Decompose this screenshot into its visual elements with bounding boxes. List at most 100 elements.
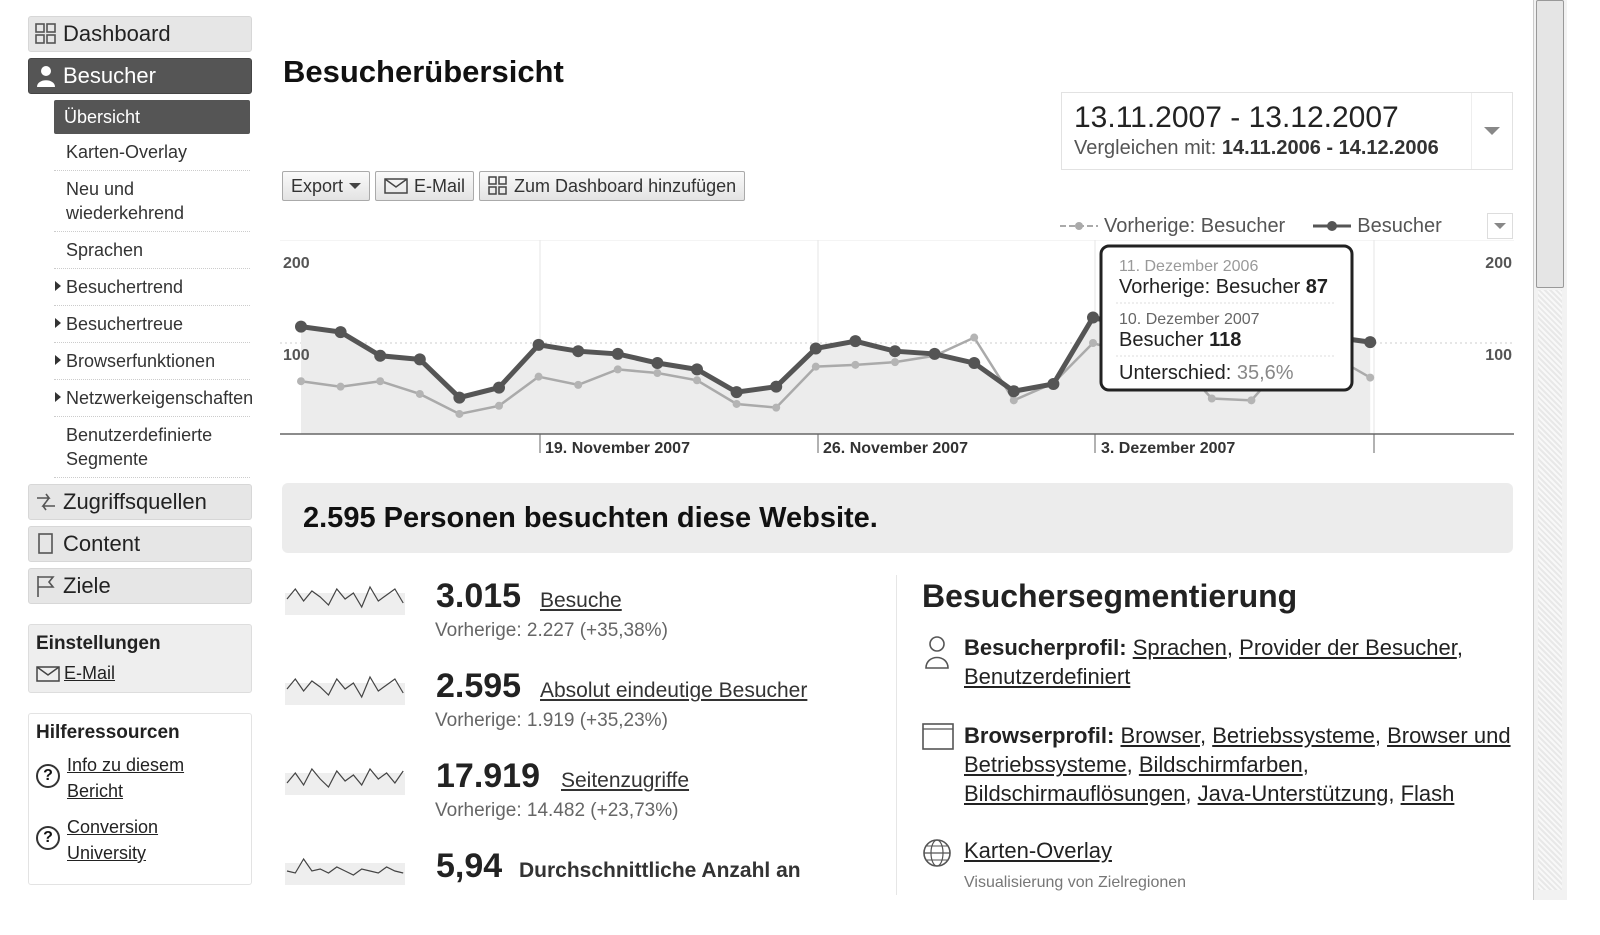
previous-data-point[interactable] (693, 376, 701, 385)
previous-data-point[interactable] (297, 377, 305, 386)
tooltip-diff-line: Unterschied: 35,6% (1119, 362, 1294, 384)
legend-dropdown-button[interactable] (1487, 213, 1513, 239)
current-data-point[interactable] (809, 342, 822, 355)
add-to-dashboard-button[interactable]: Zum Dashboard hinzufügen (479, 171, 746, 201)
help-item-conversion-university[interactable]: ? Conversion University (36, 814, 244, 866)
previous-data-point[interactable] (891, 358, 899, 367)
previous-data-point[interactable] (772, 403, 781, 412)
previous-data-point[interactable] (613, 365, 622, 374)
current-data-point[interactable] (493, 381, 505, 394)
previous-data-point[interactable] (732, 399, 741, 408)
tooltip-current-value: 118 (1209, 329, 1241, 351)
date-range-value: 13.11.2007 - 13.12.2007 (1074, 101, 1399, 134)
envelope-icon (36, 665, 60, 682)
current-data-point[interactable] (770, 380, 783, 393)
summary-banner: 2.595 Personen besuchten diese Website. (282, 483, 1513, 553)
current-data-point[interactable] (572, 345, 585, 358)
legend-current[interactable]: Besucher (1313, 215, 1442, 238)
link-karten-overlay[interactable]: Karten-Overlay (964, 838, 1112, 863)
link-betriebssysteme[interactable]: Betriebssysteme (1212, 723, 1375, 748)
current-data-point[interactable] (849, 335, 862, 348)
metric-link-pages-per-visit[interactable]: Durchschnittliche Anzahl an (519, 859, 801, 882)
help-item-info[interactable]: ? Info zu diesem Bericht (36, 752, 244, 804)
sub-item-besuchertreue[interactable]: Besuchertreue (54, 306, 250, 343)
nav-zugriffsquellen[interactable]: Zugriffsquellen (28, 484, 252, 520)
link-bildschirmfarben[interactable]: Bildschirmfarben (1138, 752, 1303, 777)
settings-email-link[interactable]: E-Mail (36, 663, 244, 684)
current-data-point[interactable] (295, 320, 307, 333)
current-data-point[interactable] (374, 349, 387, 362)
current-data-point[interactable] (691, 363, 703, 376)
legend-previous[interactable]: Vorherige: Besucher (1060, 215, 1285, 238)
sub-item-sprachen[interactable]: Sprachen (54, 232, 250, 269)
previous-data-point[interactable] (851, 360, 860, 369)
visitor-profile-label: Besucherprofil: (964, 635, 1127, 660)
metric-link-pageviews[interactable]: Seitenzugriffe (561, 769, 690, 792)
current-data-point[interactable] (1047, 377, 1060, 390)
current-data-point[interactable] (453, 391, 466, 404)
current-data-point[interactable] (532, 338, 545, 351)
expand-triangle-icon (55, 281, 61, 291)
current-data-point[interactable] (651, 357, 664, 370)
previous-data-point[interactable] (415, 389, 424, 398)
sub-item-neu-und-wiederkehrend[interactable]: Neu und wiederkehrend (54, 171, 250, 232)
previous-data-point[interactable] (1247, 396, 1256, 405)
metric-link-besuche[interactable]: Besuche (540, 589, 622, 612)
link-java[interactable]: Java-Unterstützung (1197, 781, 1389, 806)
email-button[interactable]: E-Mail (375, 171, 475, 201)
previous-data-point[interactable] (653, 369, 662, 378)
link-provider[interactable]: Provider der Besucher (1239, 635, 1457, 660)
metric-link-unique-visitors[interactable]: Absolut eindeutige Besucher (540, 679, 808, 702)
previous-data-point[interactable] (455, 409, 464, 418)
current-data-point[interactable] (889, 345, 901, 358)
previous-data-point[interactable] (811, 362, 820, 371)
settings-title: Einstellungen (36, 633, 161, 654)
current-data-point[interactable] (1364, 336, 1377, 349)
sub-item-besuchertrend[interactable]: Besuchertrend (54, 269, 250, 306)
previous-data-point[interactable] (574, 380, 583, 389)
previous-data-point[interactable] (336, 382, 345, 391)
current-data-point[interactable] (1007, 385, 1020, 398)
current-data-point[interactable] (730, 386, 743, 399)
settings-box: Einstellungen E-Mail (28, 624, 252, 693)
current-data-point[interactable] (928, 347, 941, 360)
scrollbar[interactable] (1533, 0, 1567, 900)
link-benutzerdefiniert[interactable]: Benutzerdefiniert (964, 664, 1131, 689)
link-bildschirmaufloesungen[interactable]: Bildschirmauflösungen (964, 781, 1186, 806)
previous-data-point[interactable] (1366, 373, 1375, 382)
sub-item-benutzerdefinierte-segmente[interactable]: Benutzerdefinierte Segmente (54, 417, 250, 478)
nav-besucher[interactable]: Besucher (28, 58, 252, 94)
link-browser-und-betriebssysteme[interactable]: Browser und Betriebssysteme (964, 723, 1511, 777)
current-data-point[interactable] (611, 347, 624, 360)
export-button[interactable]: Export (282, 171, 371, 201)
email-label: E-Mail (414, 175, 466, 196)
date-range-picker[interactable]: 13.11.2007 - 13.12.2007 Vergleichen mit:… (1061, 92, 1513, 170)
date-range-dropdown-button[interactable] (1471, 93, 1512, 169)
metric-row: 17.919 Seitenzugriffe Vorherige: 14.482 … (285, 755, 885, 845)
link-flash[interactable]: Flash (1400, 781, 1455, 806)
globe-icon (922, 838, 952, 875)
current-data-point[interactable] (1087, 311, 1099, 324)
sub-item-karten-overlay[interactable]: Karten-Overlay (54, 134, 250, 171)
previous-data-point[interactable] (970, 333, 979, 342)
sub-item-browserfunktionen[interactable]: Browserfunktionen (54, 343, 250, 380)
nav-dashboard[interactable]: Dashboard (28, 16, 252, 52)
tooltip-current-label: Besucher (1119, 329, 1204, 351)
scrollbar-thumb[interactable] (1536, 0, 1564, 288)
sub-item-netzwerkeigenschaften[interactable]: Netzwerkeigenschaften (54, 380, 253, 417)
current-data-point[interactable] (968, 357, 981, 370)
current-data-point[interactable] (413, 353, 426, 366)
previous-data-point[interactable] (376, 377, 385, 386)
current-data-point[interactable] (334, 326, 347, 339)
previous-data-point[interactable] (1207, 394, 1216, 403)
link-browser[interactable]: Browser (1120, 723, 1200, 748)
scrollbar-track[interactable] (1538, 290, 1562, 890)
sub-item-uebersicht[interactable]: Übersicht (54, 100, 250, 134)
previous-data-point[interactable] (1089, 339, 1097, 347)
link-sprachen[interactable]: Sprachen (1132, 635, 1227, 660)
nav-ziele[interactable]: Ziele (28, 568, 252, 604)
previous-data-point[interactable] (495, 401, 503, 410)
previous-data-point[interactable] (1009, 396, 1018, 405)
nav-content[interactable]: Content (28, 526, 252, 562)
previous-data-point[interactable] (534, 372, 543, 381)
